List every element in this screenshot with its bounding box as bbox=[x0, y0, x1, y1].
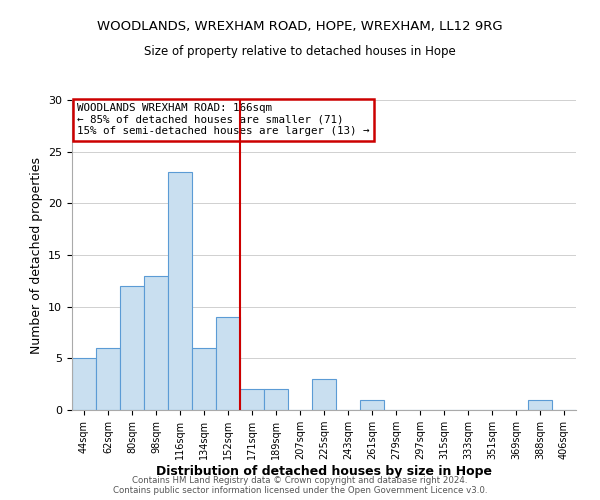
Bar bbox=[240, 390, 264, 410]
Bar bbox=[72, 358, 96, 410]
Bar bbox=[120, 286, 144, 410]
Text: Size of property relative to detached houses in Hope: Size of property relative to detached ho… bbox=[144, 45, 456, 58]
X-axis label: Distribution of detached houses by size in Hope: Distribution of detached houses by size … bbox=[156, 465, 492, 478]
Text: WOODLANDS WREXHAM ROAD: 166sqm
← 85% of detached houses are smaller (71)
15% of : WOODLANDS WREXHAM ROAD: 166sqm ← 85% of … bbox=[77, 103, 370, 136]
Bar bbox=[216, 317, 240, 410]
Bar bbox=[96, 348, 120, 410]
Bar bbox=[264, 390, 288, 410]
Bar bbox=[144, 276, 168, 410]
Bar bbox=[312, 379, 336, 410]
Bar bbox=[360, 400, 384, 410]
Text: Contains HM Land Registry data © Crown copyright and database right 2024.
Contai: Contains HM Land Registry data © Crown c… bbox=[113, 476, 487, 495]
Text: WOODLANDS, WREXHAM ROAD, HOPE, WREXHAM, LL12 9RG: WOODLANDS, WREXHAM ROAD, HOPE, WREXHAM, … bbox=[97, 20, 503, 33]
Bar bbox=[192, 348, 216, 410]
Bar bbox=[528, 400, 552, 410]
Bar bbox=[168, 172, 192, 410]
Y-axis label: Number of detached properties: Number of detached properties bbox=[29, 156, 43, 354]
